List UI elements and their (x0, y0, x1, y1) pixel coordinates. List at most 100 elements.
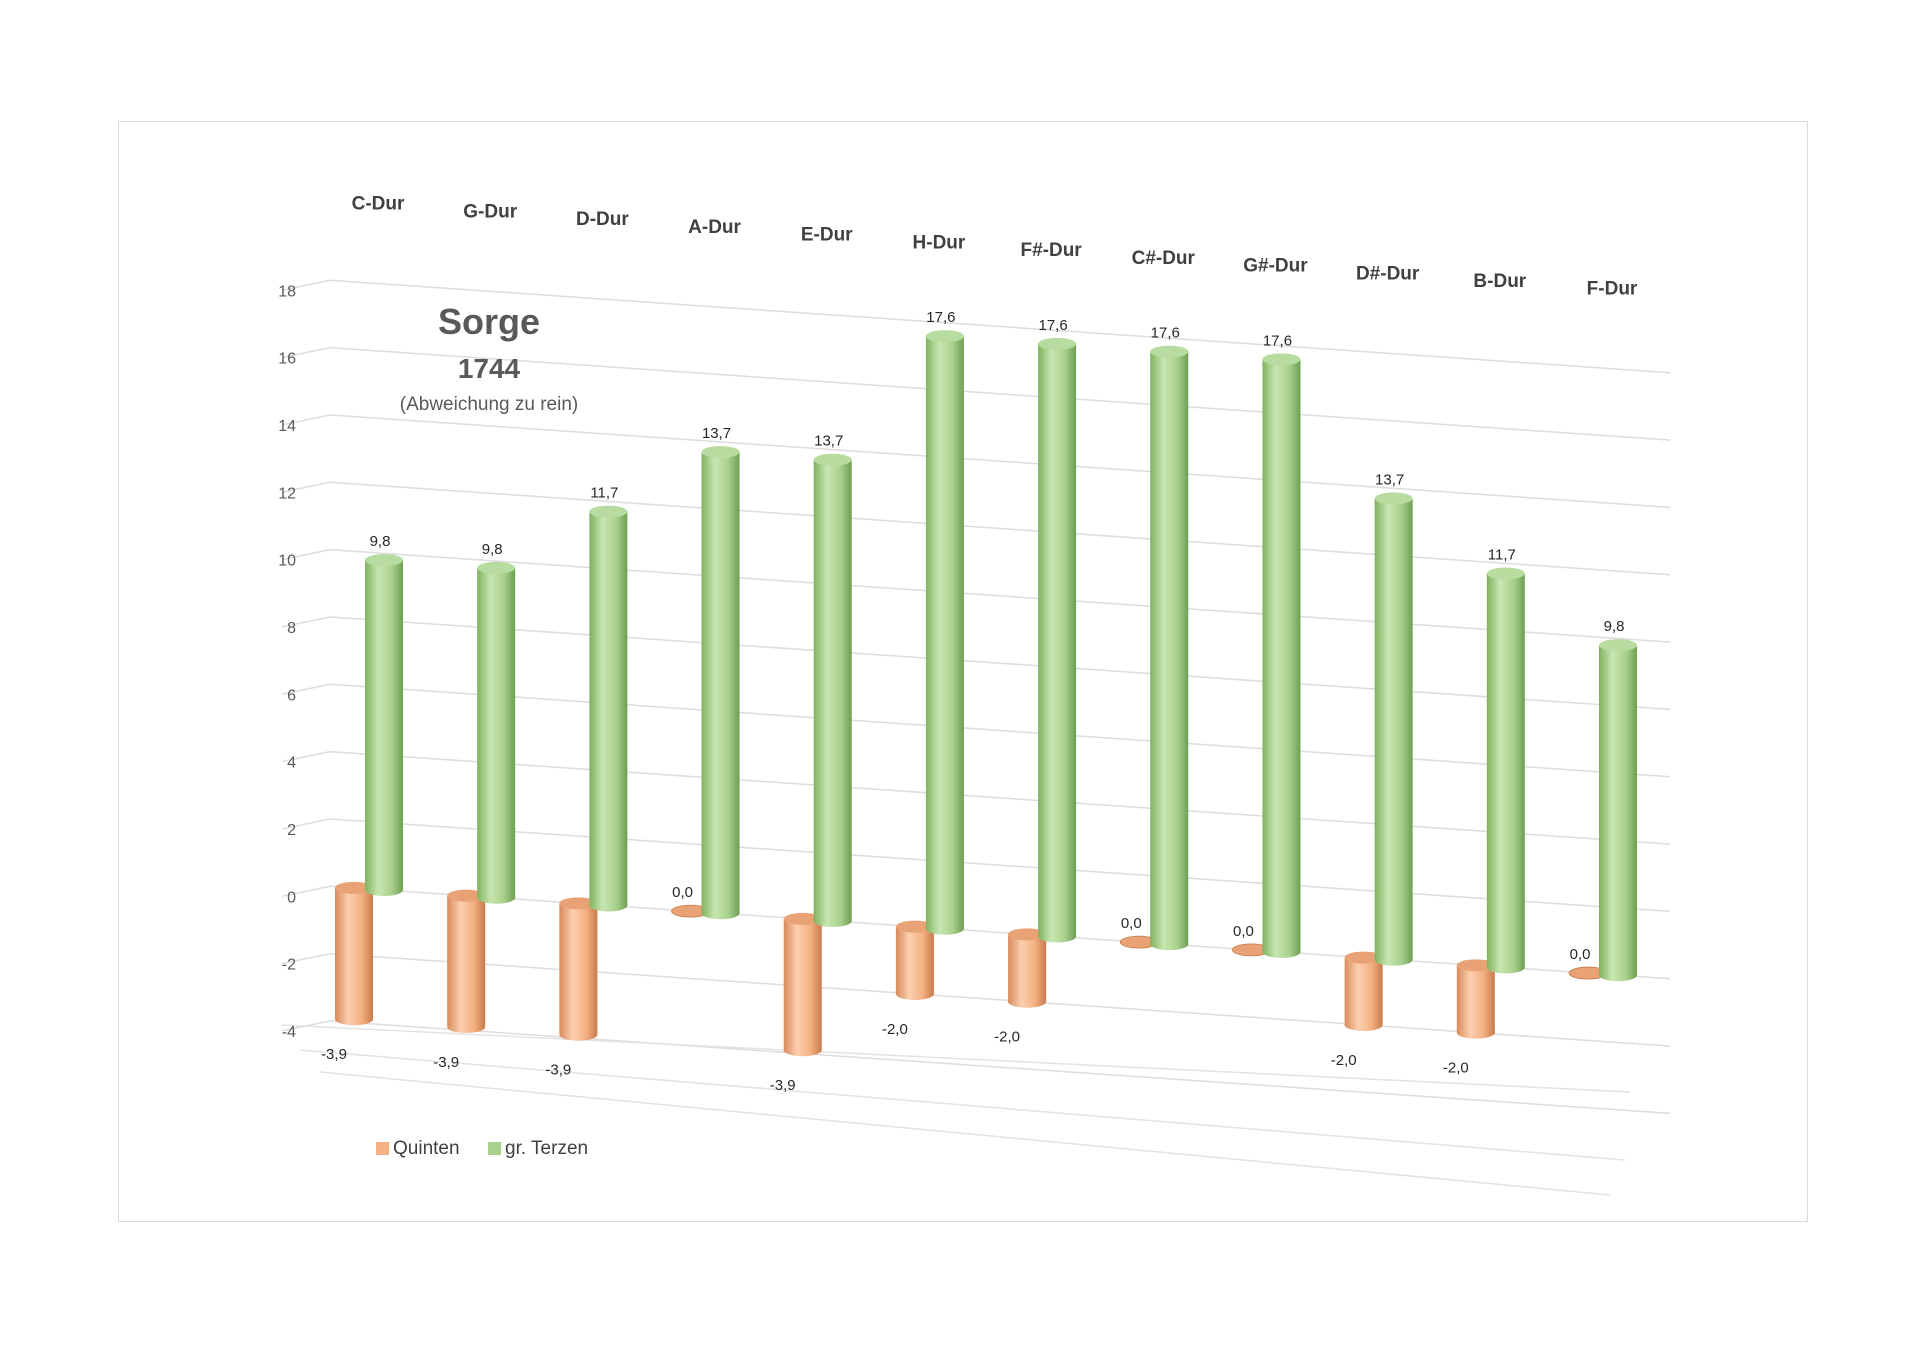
category-label: C-Dur (352, 194, 405, 215)
legend-label-quinten: Quinten (393, 1138, 460, 1159)
bar-terzen-body (925, 336, 964, 929)
bar-quinten-body (447, 895, 486, 1027)
bar-terzen-top (1262, 353, 1301, 366)
bar-terzen-top (813, 453, 852, 466)
y-tick-label: 14 (278, 418, 296, 435)
chart-note: (Abweichung zu rein) (400, 394, 578, 415)
gridline (329, 1020, 1671, 1115)
category-labels: C-Dur G-Dur D-Dur A-Dur E-Dur H-Dur F#-Dur C#-D… (352, 194, 1638, 300)
bar-quinten-top (447, 889, 486, 902)
gridline-side (281, 818, 331, 830)
y-tick-label: 12 (278, 485, 296, 502)
data-label-terzen: 17,6 (1151, 325, 1180, 342)
bar-terzen (1038, 337, 1077, 943)
data-labels: -3,9 9,8 -3,9 9,8 -3,9 11,7 0,0 13,7 -3,9 13,7 -2,… (321, 309, 1624, 1094)
gridline-side (281, 279, 331, 292)
bar-terzen-top (925, 330, 964, 343)
gridline-side (281, 346, 331, 359)
gridline (329, 414, 1671, 509)
bar-quinten-top (783, 912, 822, 925)
data-label-quinten: 0,0 (672, 884, 693, 901)
bar-terzen-body (813, 459, 852, 921)
y-tick-label: 10 (278, 553, 296, 570)
data-label-quinten: -2,0 (1331, 1052, 1357, 1069)
chart-frame (118, 121, 1808, 1222)
data-label-quinten: -3,9 (770, 1077, 796, 1094)
category-label: F#-Dur (1020, 240, 1082, 261)
chart-subtitle: 1744 (458, 353, 521, 384)
bar-terzen (477, 561, 516, 904)
gridline-side (281, 481, 331, 494)
data-label-terzen: 11,7 (1488, 547, 1516, 564)
bar-quinten-top (559, 897, 598, 910)
data-label-terzen: 11,7 (590, 485, 618, 502)
bar-terzen (1486, 567, 1525, 974)
bar-quinten-body (559, 903, 598, 1035)
category-label: F-Dur (1587, 279, 1638, 300)
bar-quinten (783, 912, 822, 1057)
bar-terzen (813, 453, 852, 927)
bar-terzen-body (1486, 573, 1525, 968)
bar-terzen (925, 330, 964, 935)
gridline-side (281, 683, 331, 696)
gridline (329, 885, 1671, 980)
gridline (329, 346, 1671, 441)
bar-quinten (1008, 928, 1047, 1008)
floor-line (299, 1049, 1626, 1161)
data-label-terzen: 13,7 (814, 433, 843, 450)
data-label-terzen: 17,6 (1263, 332, 1292, 349)
bar-quinten (447, 889, 486, 1033)
legend-label-terzen: gr. Terzen (505, 1138, 588, 1159)
data-label-quinten: 0,0 (1570, 946, 1591, 963)
y-tick-label: 8 (287, 620, 296, 637)
y-tick-label: -4 (282, 1024, 296, 1041)
category-label: E-Dur (801, 225, 853, 246)
y-tick-label: 0 (287, 889, 296, 906)
bar-terzen (589, 505, 628, 912)
data-label-quinten: -3,9 (321, 1046, 347, 1063)
bar-terzen-body (1150, 351, 1189, 945)
data-label-quinten: -2,0 (994, 1029, 1020, 1046)
bar-terzen-body (477, 567, 516, 898)
data-label-terzen: 17,6 (926, 309, 955, 326)
bar-terzen-top (1374, 492, 1413, 505)
gridline (329, 548, 1671, 643)
bar-quinten (559, 897, 598, 1041)
bar-terzen-top (365, 554, 403, 567)
chart-title: Sorge (438, 301, 540, 342)
bar-terzen-body (365, 560, 403, 890)
gridline (329, 481, 1671, 576)
bar-quinten-body (1456, 965, 1495, 1033)
bar-quinten-body (895, 926, 934, 994)
category-label: D-Dur (576, 209, 629, 230)
bar-terzen (701, 445, 740, 920)
category-label: G#-Dur (1243, 256, 1308, 277)
legend-swatch-terzen (488, 1142, 501, 1155)
gridline-side (281, 548, 331, 561)
bar-quinten-top (1344, 951, 1383, 964)
bar-terzen (1150, 345, 1189, 951)
data-label-quinten: -2,0 (882, 1021, 908, 1038)
bar-terzen-top (701, 445, 740, 458)
bar-quinten (335, 881, 373, 1026)
data-label-terzen: 9,8 (370, 533, 391, 550)
bar-quinten-top (895, 920, 934, 933)
bar-terzen-body (1599, 645, 1637, 976)
legend-swatch-quinten (376, 1142, 389, 1155)
bar-quinten-body (335, 887, 373, 1020)
bar-terzen-body (1038, 343, 1077, 937)
category-label: A-Dur (688, 217, 741, 238)
category-label: G-Dur (463, 201, 517, 222)
legend: Quinten gr. Terzen (376, 1138, 588, 1159)
floor-line (319, 1071, 1611, 1196)
data-label-quinten: 0,0 (1233, 923, 1254, 940)
gridlines (281, 279, 1671, 1115)
gridline-side (281, 750, 331, 763)
category-label: B-Dur (1473, 271, 1526, 292)
gridline-side (281, 885, 331, 898)
bar-quinten-top (1008, 928, 1047, 941)
bar-terzen-body (1262, 359, 1301, 952)
data-label-terzen: 9,8 (482, 541, 503, 558)
gridline-side (281, 952, 331, 965)
gridline (329, 750, 1671, 845)
